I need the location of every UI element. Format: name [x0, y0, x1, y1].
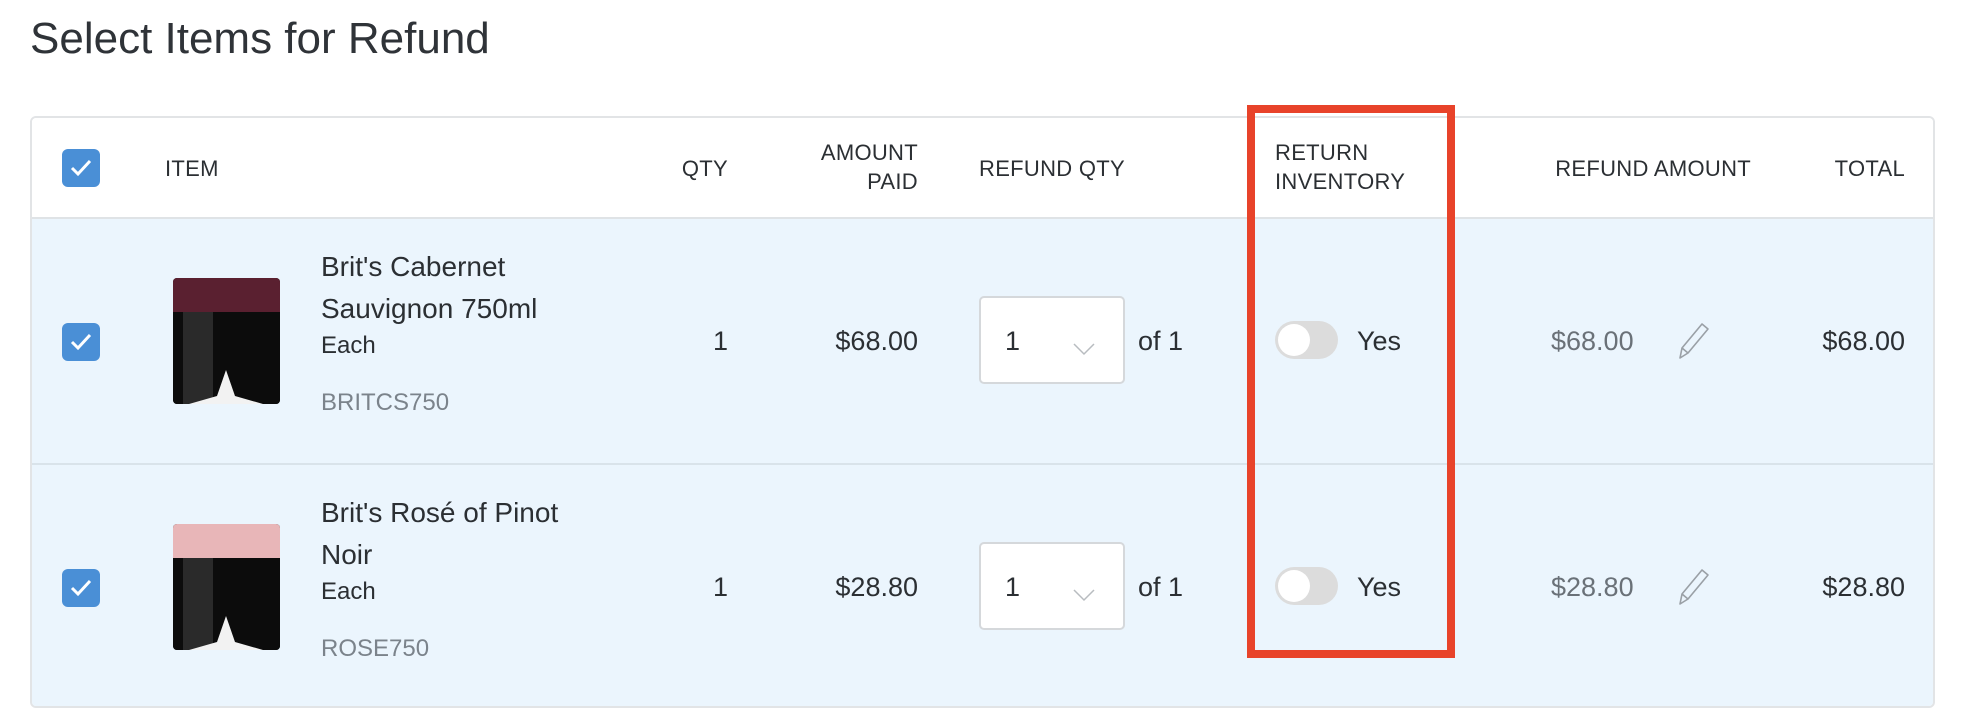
header-item: ITEM [165, 156, 219, 181]
refund-amount-value: $28.80 [1551, 572, 1634, 602]
product-name: Brit's Rosé of Pinot Noir [321, 492, 621, 576]
select-all-checkbox[interactable] [62, 149, 100, 187]
chevron-down-icon [1073, 343, 1095, 356]
return-inventory-toggle[interactable] [1275, 321, 1338, 359]
qty-value: 1 [712, 572, 728, 602]
chevron-down-icon [1073, 589, 1095, 602]
return-inventory-toggle[interactable] [1275, 567, 1338, 605]
bottle-cap [173, 524, 280, 558]
highlight-box [1247, 105, 1455, 658]
product-name-line2: Sauvignon 750ml [321, 293, 538, 324]
refund-amount-value: $68.00 [1551, 326, 1634, 356]
bottle-label [173, 312, 280, 404]
pencil-edit-icon[interactable] [1674, 566, 1712, 608]
refund-qty-value: 1 [1005, 572, 1021, 602]
qty-value: 1 [712, 326, 728, 356]
return-inventory-label: Yes [1357, 326, 1402, 356]
header-total: TOTAL [1834, 156, 1905, 181]
refund-qty-select[interactable]: 1 [979, 296, 1125, 384]
table-header: ITEM QTY AMOUNT PAID REFUND QTY RETURN I… [32, 118, 1933, 219]
header-return-inventory-line2: INVENTORY [1275, 169, 1406, 194]
pencil-edit-icon[interactable] [1674, 320, 1712, 362]
toggle-knob [1278, 324, 1310, 356]
toggle-knob [1278, 570, 1310, 602]
refund-qty-of-total: of 1 [1138, 326, 1184, 356]
header-amount-paid-line1: AMOUNT [820, 140, 918, 165]
product-image [173, 524, 280, 650]
product-name-line1: Brit's Cabernet [321, 251, 506, 282]
product-name: Brit's Cabernet Sauvignon 750ml [321, 246, 621, 330]
product-name-line2: Noir [321, 539, 373, 570]
product-unit: Each [321, 578, 376, 605]
table-row: Brit's Cabernet Sauvignon 750ml Each BRI… [32, 219, 1933, 465]
header-amount-paid-line2: PAID [867, 169, 918, 194]
bottle-label [173, 558, 280, 650]
table-row: Brit's Rosé of Pinot Noir Each ROSE750 1… [32, 465, 1933, 706]
amount-paid-value: $68.00 [835, 326, 918, 356]
product-image [173, 278, 280, 404]
header-return-inventory: RETURN INVENTORY [1275, 138, 1405, 196]
header-qty: QTY [681, 156, 728, 181]
checkmark-icon [70, 579, 92, 597]
header-return-inventory-line1: RETURN [1275, 140, 1369, 165]
refund-qty-select[interactable]: 1 [979, 542, 1125, 630]
amount-paid-value: $28.80 [835, 572, 918, 602]
bottle-cap [173, 278, 280, 312]
product-sku: BRITCS750 [321, 389, 450, 416]
product-sku: ROSE750 [321, 635, 430, 662]
checkmark-icon [70, 159, 92, 177]
refund-qty-value: 1 [1005, 326, 1021, 356]
refund-items-table: ITEM QTY AMOUNT PAID REFUND QTY RETURN I… [30, 116, 1935, 708]
header-amount-paid: AMOUNT PAID [821, 138, 918, 196]
product-name-line1: Brit's Rosé of Pinot [321, 497, 559, 528]
header-refund-amount: REFUND AMOUNT [1555, 156, 1751, 181]
header-refund-qty: REFUND QTY [979, 156, 1125, 181]
checkmark-icon [70, 333, 92, 351]
page-title: Select Items for Refund [30, 14, 490, 63]
row-checkbox[interactable] [62, 323, 100, 361]
return-inventory-label: Yes [1357, 572, 1402, 602]
total-value: $28.80 [1822, 572, 1905, 602]
refund-qty-of-total: of 1 [1138, 572, 1184, 602]
row-checkbox[interactable] [62, 569, 100, 607]
total-value: $68.00 [1822, 326, 1905, 356]
product-unit: Each [321, 332, 376, 359]
